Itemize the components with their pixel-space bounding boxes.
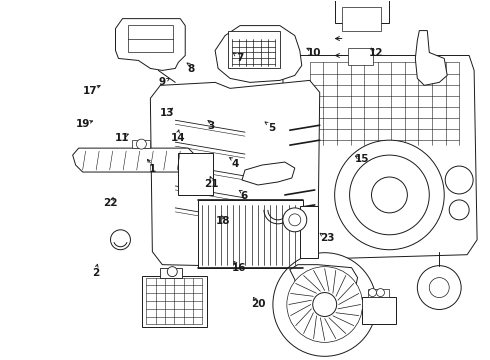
Text: 8: 8 xyxy=(188,64,195,74)
Bar xyxy=(132,140,150,148)
Bar xyxy=(228,31,280,68)
Text: 7: 7 xyxy=(237,53,244,63)
Circle shape xyxy=(287,267,363,342)
Circle shape xyxy=(136,139,147,149)
Circle shape xyxy=(313,293,337,316)
Bar xyxy=(160,268,182,278)
Circle shape xyxy=(289,214,301,226)
Text: 21: 21 xyxy=(204,179,219,189)
Bar xyxy=(335,0,390,23)
Text: 17: 17 xyxy=(82,86,97,96)
Text: 16: 16 xyxy=(232,263,246,273)
Text: 13: 13 xyxy=(160,108,174,118)
Text: 6: 6 xyxy=(241,191,247,201)
Bar xyxy=(362,297,396,324)
Polygon shape xyxy=(283,55,477,260)
Bar xyxy=(368,289,390,297)
Circle shape xyxy=(273,253,376,356)
Polygon shape xyxy=(215,26,302,82)
Bar xyxy=(143,276,207,328)
Text: 14: 14 xyxy=(171,133,185,143)
Text: 10: 10 xyxy=(307,48,321,58)
Text: 1: 1 xyxy=(148,164,156,174)
Circle shape xyxy=(335,140,444,250)
Circle shape xyxy=(445,166,473,194)
Bar xyxy=(198,200,303,268)
Text: 2: 2 xyxy=(93,268,100,278)
Bar xyxy=(300,206,318,258)
Circle shape xyxy=(429,278,449,298)
Text: 11: 11 xyxy=(115,133,129,143)
Text: 12: 12 xyxy=(368,48,383,58)
Bar xyxy=(342,7,382,31)
Polygon shape xyxy=(73,148,195,172)
Bar xyxy=(178,153,213,195)
Bar xyxy=(347,48,372,66)
Circle shape xyxy=(376,289,385,297)
Text: 15: 15 xyxy=(355,154,369,164)
Polygon shape xyxy=(116,19,185,71)
Polygon shape xyxy=(150,80,319,268)
Text: 19: 19 xyxy=(76,120,90,129)
Polygon shape xyxy=(290,265,358,305)
Circle shape xyxy=(167,267,177,276)
Text: 4: 4 xyxy=(232,159,239,169)
Text: 9: 9 xyxy=(158,77,166,87)
Text: 20: 20 xyxy=(251,299,266,309)
Circle shape xyxy=(417,266,461,310)
Polygon shape xyxy=(416,31,447,85)
Circle shape xyxy=(371,177,407,213)
Circle shape xyxy=(368,289,376,297)
Bar xyxy=(128,24,173,53)
Text: 5: 5 xyxy=(268,123,275,133)
Circle shape xyxy=(283,208,307,232)
Text: 18: 18 xyxy=(216,216,230,226)
Circle shape xyxy=(349,155,429,235)
Text: 22: 22 xyxy=(103,198,118,208)
Polygon shape xyxy=(242,162,295,185)
Text: 23: 23 xyxy=(320,233,334,243)
Circle shape xyxy=(449,200,469,220)
Circle shape xyxy=(111,230,130,250)
Text: 3: 3 xyxy=(207,121,215,131)
